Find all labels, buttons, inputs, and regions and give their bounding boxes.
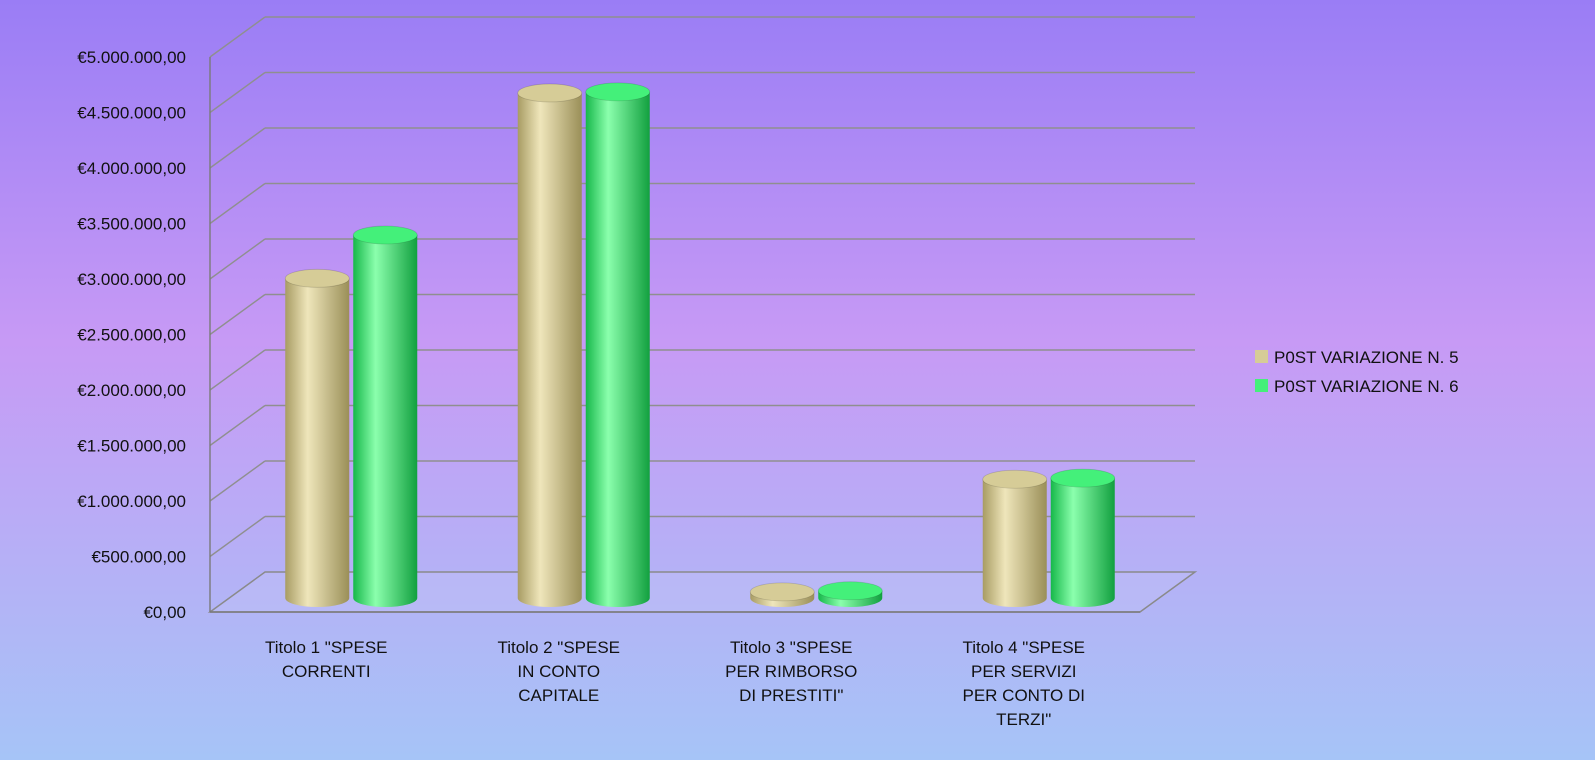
bar-body [1050, 478, 1115, 607]
y-tick-label: €3.500.000,00 [77, 215, 186, 234]
bar-4-series-2 [1050, 468, 1116, 607]
bar-body [353, 235, 418, 607]
bar-body [982, 479, 1047, 607]
bar-1-series-2 [352, 225, 418, 607]
axes [209, 57, 1140, 613]
y-axis-ticks: €0,00 €500.000,00 €1.000.000,00 €1.500.000,… [77, 48, 186, 622]
gridline-side [209, 404, 266, 447]
y-tick-label: €5.000.000,00 [77, 48, 186, 67]
x-tick-label: Titolo 1 "SPESE CORRENTI [265, 638, 388, 681]
gridline-side [209, 71, 266, 114]
bar-cap [817, 581, 883, 601]
legend-swatch-2 [1255, 379, 1268, 392]
bar-cap [1050, 468, 1116, 488]
y-tick-label: €2.000.000,00 [77, 381, 186, 400]
bars [284, 82, 1116, 608]
legend: P0ST VARIAZIONE N. 5 P0ST VARIAZIONE N. 6 [1255, 348, 1459, 396]
bar-cap [517, 83, 583, 103]
y-tick-label: €1.500.000,00 [77, 437, 186, 456]
gridline-side [209, 349, 266, 391]
gridline-side [209, 515, 266, 558]
bar-cap [749, 582, 815, 602]
bar-2-series-2 [585, 82, 651, 608]
bar-cap [352, 225, 418, 245]
bar-cap [982, 469, 1048, 489]
y-tick-label: €2.500.000,00 [77, 326, 186, 345]
y-tick-label: €0,00 [143, 603, 186, 622]
y-tick-label: €4.500.000,00 [77, 104, 186, 123]
gridline-side [209, 238, 266, 280]
bar-3-series-2 [817, 581, 883, 607]
y-tick-label: €500.000,00 [91, 548, 186, 567]
bar-1-series-1 [284, 268, 350, 607]
x-tick-label: Titolo 3 "SPESE PER RIMBORSO DI PRESTITI" [725, 638, 857, 705]
y-tick-label: €3.000.000,00 [77, 270, 186, 289]
x-tick-label: Titolo 2 "SPESE IN CONTO CAPITALE [497, 638, 620, 705]
gridline-side [209, 460, 266, 502]
bar-cap [284, 268, 350, 288]
bar-cap [585, 82, 651, 102]
y-tick-label: €4.000.000,00 [77, 159, 186, 178]
gridlines [207, 16, 1198, 613]
x-tick-label: Titolo 4 "SPESE PER SERVIZI PER CONTO DI TE… [962, 638, 1085, 729]
bar-3-series-1 [749, 582, 815, 607]
gridline-side [209, 293, 266, 336]
x-axis-ticks: Titolo 1 "SPESE CORRENTI Titolo 2 "SPESE IN… [265, 638, 1085, 729]
bar-4-series-1 [982, 469, 1048, 607]
bar-body [517, 92, 582, 607]
legend-label-1: P0ST VARIAZIONE N. 5 [1274, 348, 1459, 367]
legend-swatch-1 [1255, 350, 1268, 363]
gridline-side [209, 182, 266, 225]
legend-label-2: P0ST VARIAZIONE N. 6 [1274, 377, 1459, 396]
gridline-side [209, 16, 266, 58]
y-tick-label: €1.000.000,00 [77, 492, 186, 511]
bar-body [285, 278, 350, 607]
bar-body [585, 91, 650, 608]
gridline-side [209, 127, 266, 169]
bar-2-series-1 [517, 83, 583, 607]
